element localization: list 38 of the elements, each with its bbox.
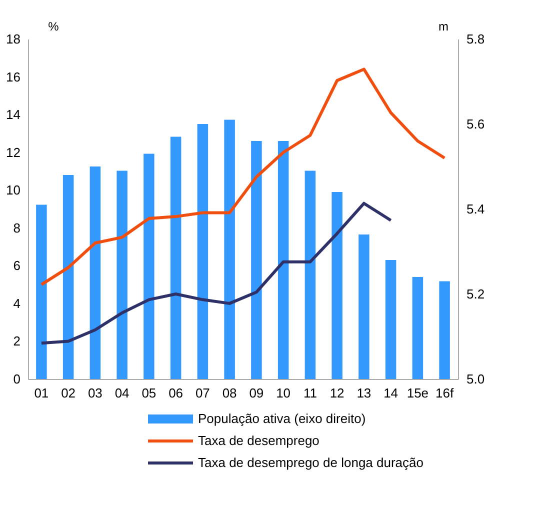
y-tick-label: 2 bbox=[13, 334, 20, 349]
y2-axis-title: m bbox=[438, 20, 448, 34]
x-tick-label: 07 bbox=[195, 386, 210, 400]
y2-tick-label: 5.6 bbox=[466, 116, 485, 132]
x-tick-label: 06 bbox=[168, 386, 184, 400]
legend-label: População ativa (eixo direito) bbox=[198, 411, 366, 426]
y-tick-label: 6 bbox=[13, 258, 20, 274]
x-tick-label: 16f bbox=[436, 386, 454, 400]
x-tick-label: 12 bbox=[330, 386, 344, 400]
x-tick-label: 10 bbox=[276, 386, 291, 400]
line-series bbox=[40, 202, 392, 345]
y2-tick-label: 5.8 bbox=[466, 32, 485, 46]
x-tick-label: 14 bbox=[384, 386, 398, 400]
y-tick-label: 12 bbox=[6, 144, 20, 160]
legend-label: Taxa de desemprego de longa duração bbox=[198, 455, 424, 470]
x-tick-label: 13 bbox=[356, 386, 372, 400]
y-tick-label: 0 bbox=[13, 372, 20, 386]
y2-tick-label: 5.0 bbox=[466, 372, 485, 386]
y-tick-label: 4 bbox=[13, 296, 20, 311]
y2-tick-label: 5.2 bbox=[466, 286, 485, 302]
x-tick-label: 02 bbox=[61, 386, 76, 400]
y-tick-label: 18 bbox=[6, 32, 20, 46]
x-tick-label: 04 bbox=[114, 386, 130, 400]
y-tick-label: 8 bbox=[13, 220, 20, 236]
x-tick-label: 05 bbox=[142, 386, 156, 400]
y-tick-label: 10 bbox=[6, 182, 20, 198]
y2-tick-label: 5.4 bbox=[466, 202, 485, 216]
line-series bbox=[40, 68, 446, 286]
x-tick-label: 11 bbox=[303, 386, 317, 400]
x-tick-label: 01 bbox=[34, 386, 49, 400]
y-tick-label: 16 bbox=[6, 69, 20, 84]
y-tick-label: 14 bbox=[6, 107, 20, 122]
legend-label: Taxa de desemprego bbox=[198, 433, 320, 448]
x-tick-label: 15e bbox=[406, 386, 429, 400]
y-axis-title: % bbox=[48, 20, 60, 34]
x-tick-label: 08 bbox=[222, 386, 237, 400]
x-tick-label: 09 bbox=[249, 386, 264, 400]
x-tick-label: 03 bbox=[88, 386, 102, 400]
